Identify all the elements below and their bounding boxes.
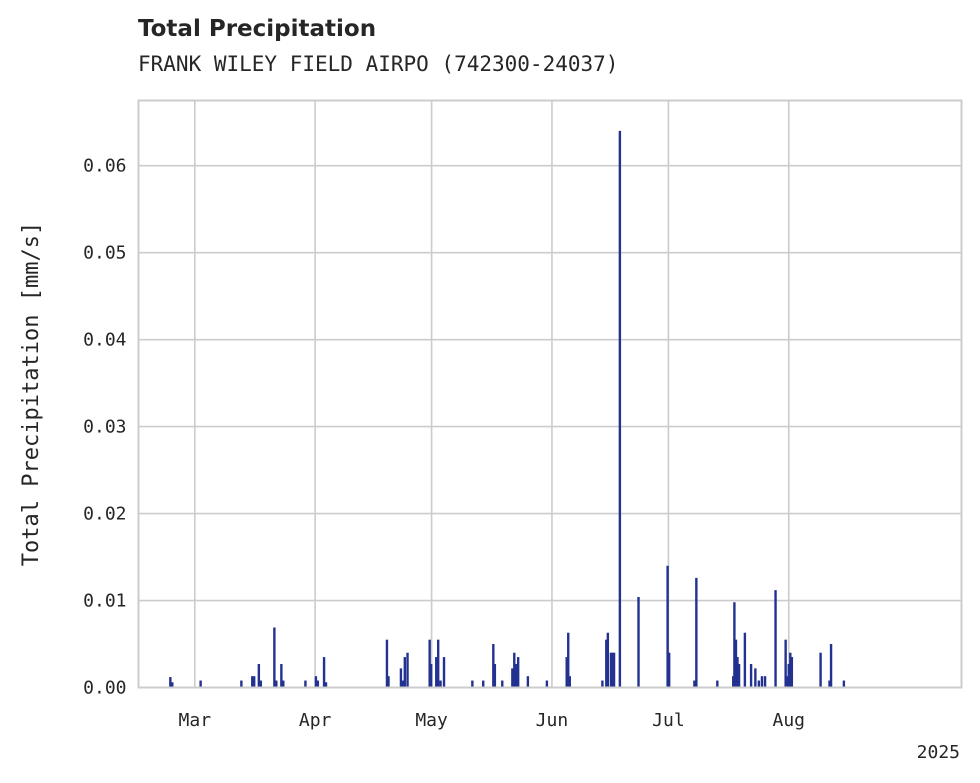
x-tick-label: Jul bbox=[652, 710, 685, 731]
y-tick-label: 0.06 bbox=[83, 156, 126, 177]
y-tick-label: 0.04 bbox=[83, 330, 126, 351]
precipitation-series bbox=[169, 130, 846, 688]
x-tick-label: Jun bbox=[536, 710, 569, 731]
chart-subtitle: FRANK WILEY FIELD AIRPO (742300-24037) bbox=[138, 52, 619, 76]
y-tick-label: 0.01 bbox=[83, 591, 126, 612]
y-tick-label: 0.00 bbox=[83, 678, 126, 699]
x-tick-label: Aug bbox=[772, 710, 805, 731]
x-tick-label: May bbox=[415, 710, 448, 731]
x-tick-label: Apr bbox=[299, 710, 332, 731]
x-axis: Mar Apr May Jun Jul Aug bbox=[179, 710, 805, 731]
y-axis: 0.00 0.01 0.02 0.03 0.04 0.05 0.06 bbox=[83, 156, 126, 699]
y-tick-label: 0.05 bbox=[83, 243, 126, 264]
x-tick-label: Mar bbox=[179, 710, 212, 731]
plot-frame bbox=[137, 99, 963, 689]
x-axis-year-label: 2025 bbox=[917, 742, 960, 763]
chart-title: Total Precipitation bbox=[138, 16, 377, 42]
grid bbox=[138, 100, 962, 689]
y-tick-label: 0.03 bbox=[83, 417, 126, 438]
y-axis-label: Total Precipitation [mm/s] bbox=[19, 222, 44, 566]
y-tick-label: 0.02 bbox=[83, 504, 126, 525]
